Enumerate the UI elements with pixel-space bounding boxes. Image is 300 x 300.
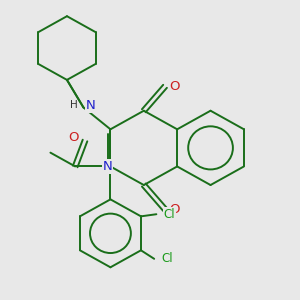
Text: O: O [69, 131, 79, 144]
Text: Cl: Cl [162, 252, 173, 265]
Text: H: H [70, 100, 78, 110]
Text: O: O [170, 80, 180, 93]
Text: O: O [170, 203, 180, 216]
Text: N: N [86, 99, 95, 112]
Text: Cl: Cl [164, 208, 176, 221]
Text: N: N [102, 160, 112, 173]
